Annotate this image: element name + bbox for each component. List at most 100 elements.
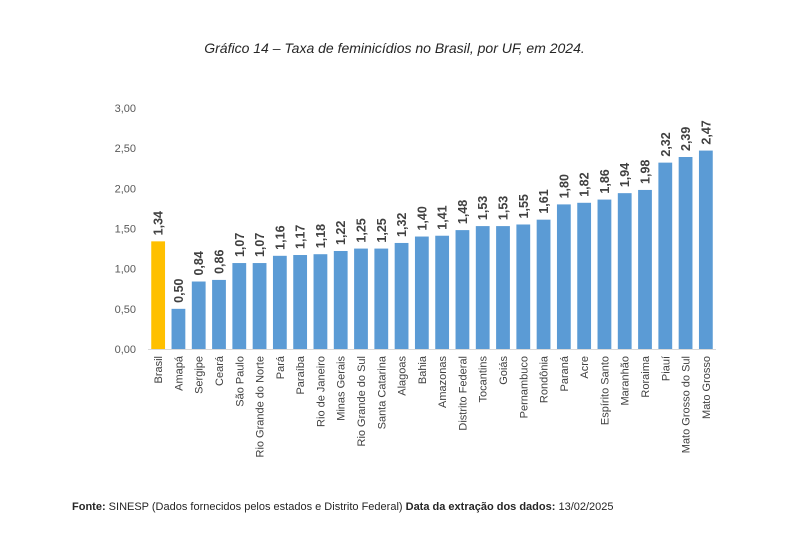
data-label: 2,32 [659,132,673,156]
bar [313,254,328,349]
chart-title: Gráfico 14 – Taxa de feminicídios no Bra… [204,40,585,56]
data-label: 0,84 [192,251,206,275]
data-label: 1,18 [314,224,328,248]
y-tick-label: 0,00 [115,344,136,356]
data-label: 1,32 [395,213,409,237]
x-tick-label: Amapá [173,355,185,391]
y-axis: 0,00 0,50 1,00 1,50 2,00 2,50 3,00 [115,103,136,356]
data-label: 1,41 [436,205,450,229]
data-label: 0,86 [213,250,227,274]
data-label: 1,25 [355,218,369,242]
bar [171,308,186,349]
bar [333,250,348,349]
bar [597,199,612,349]
x-tick-label: Ceará [214,355,226,386]
x-tick-label: Sergipe [194,356,206,394]
x-tick-label: Mato Grosso do Sul [681,356,693,453]
bar [698,150,713,349]
source-label: Fonte: [72,501,106,513]
x-tick-label: Pernambuco [518,356,530,418]
source-text: SINESP (Dados fornecidos pelos estados e… [108,501,403,513]
y-tick-label: 2,00 [115,183,136,195]
bar [374,248,389,349]
x-tick-label: Minas Gerais [336,356,348,421]
data-label: 1,25 [375,218,389,242]
x-tick-label: Rio de Janeiro [315,356,327,427]
bar [536,219,551,349]
x-tick-label: Tocantins [478,356,490,403]
y-tick-label: 1,00 [115,264,136,276]
x-tick-label: Paraíba [295,355,307,394]
date-label: Data da extração dos dados: [405,501,556,513]
bar [414,236,429,349]
x-tick-label: Goiás [498,356,510,385]
bar [556,204,571,349]
data-label: 1,98 [639,160,653,184]
bar [232,263,247,349]
x-tick-label: Mato Grosso [701,356,713,419]
bar [252,263,267,349]
x-tick-label: Bahia [417,355,429,384]
bar [496,226,510,349]
data-label: 1,16 [273,225,287,249]
data-label: 1,07 [233,233,247,257]
data-label: 1,82 [578,172,592,196]
bar [678,157,693,349]
x-axis: Brasil Amapá Sergipe Ceará São Paulo Rio Gran… [148,349,716,458]
data-label: 1,40 [415,206,429,230]
data-label: 1,86 [598,169,612,193]
bar [435,235,450,349]
x-tick-label: Rondônia [539,355,551,403]
y-tick-label: 1,50 [115,224,136,236]
x-tick-label: Espírito Santo [599,356,611,425]
data-label: 0,50 [172,278,186,302]
x-tick-label: Piauí [660,356,672,381]
bar [638,189,652,349]
data-label: 1,53 [497,196,511,220]
data-label: 1,17 [294,225,308,249]
bar [475,226,490,349]
data-label: 1,48 [456,200,470,224]
x-tick-label: Santa Catarina [376,355,388,429]
x-tick-label: Amazonas [437,356,449,408]
x-tick-label: Distrito Federal [457,356,469,431]
footer-source: Fonte: SINESP (Dados fornecidos pelos es… [72,501,614,513]
bar [151,241,166,349]
data-label: 1,34 [152,211,166,235]
bars: 1,34 0,50 0,84 0,86 1,07 1,07 1,16 1,17 1,18 1,22… [151,120,713,349]
bar [516,224,531,349]
x-tick-label: Pará [275,355,287,379]
bar [577,202,592,349]
data-label: 1,80 [557,174,571,198]
x-tick-label: Rio Grande do Sul [356,356,368,447]
data-label: 1,94 [618,163,632,187]
data-label: 1,55 [517,194,531,218]
data-label: 2,39 [679,127,693,151]
x-tick-label: Roraima [640,355,652,397]
x-tick-label: Alagoas [397,356,409,396]
data-label: 2,47 [699,120,713,144]
bar [394,242,409,349]
bar [293,255,308,349]
bar [617,193,632,349]
x-tick-label: Acre [579,356,591,379]
bar [354,248,368,349]
x-tick-label: São Paulo [234,356,246,407]
x-tick-label: Paraná [559,355,571,391]
bar [191,281,206,349]
data-label: 1,53 [476,196,490,220]
x-tick-label: Rio Grande do Norte [255,356,267,458]
bar [455,230,470,349]
bar [272,255,287,349]
y-tick-label: 3,00 [115,103,136,115]
data-label: 1,22 [334,221,348,245]
data-label: 1,61 [537,189,551,213]
data-label: 1,07 [253,233,267,257]
y-tick-label: 2,50 [115,143,136,155]
y-tick-label: 0,50 [115,304,136,316]
bar [212,279,226,349]
x-tick-label: Maranhão [620,356,632,406]
bar [658,162,673,349]
date-text: 13/02/2025 [558,501,614,513]
